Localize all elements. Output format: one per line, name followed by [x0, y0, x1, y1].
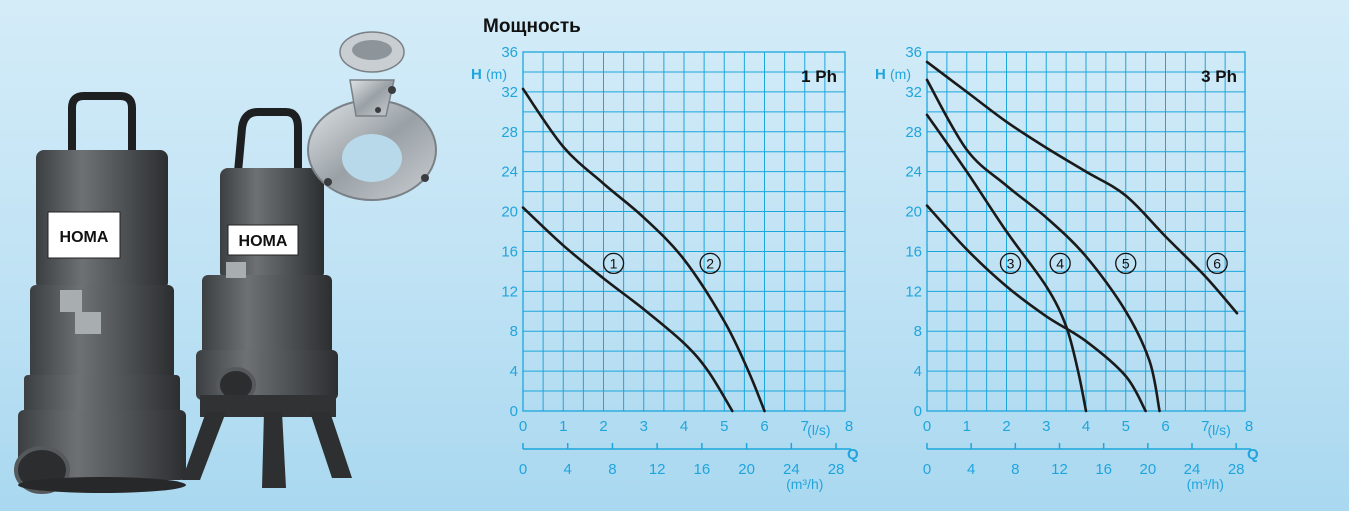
y-tick-label: 36	[905, 44, 922, 61]
y-tick-label: 20	[905, 204, 922, 221]
series-label: 3	[1007, 255, 1015, 271]
series-label-circle	[1049, 252, 1071, 275]
q-tick-label: 24	[783, 461, 800, 478]
series-label: 4	[1056, 255, 1064, 271]
y-axis-letter: H	[471, 66, 482, 83]
q-axis-unit: (m³/h)	[786, 476, 823, 492]
q-tick-label: 28	[828, 461, 845, 478]
series-label-circle	[1115, 252, 1137, 275]
q-tick-label: 4	[967, 461, 975, 478]
x-tick-label: 8	[845, 418, 853, 435]
y-tick-label: 0	[914, 403, 922, 420]
plot-frame	[522, 51, 846, 412]
x-tick-label: 4	[1082, 418, 1090, 435]
panel-label: 3 Ph	[1201, 67, 1237, 86]
x-tick-label: 7	[801, 418, 809, 435]
logo-plate-left	[47, 211, 121, 259]
q-tick-label: 12	[1051, 461, 1068, 478]
y-tick-label: 20	[501, 204, 518, 221]
series-label-circle	[1206, 252, 1228, 275]
series-line-3	[925, 204, 1147, 413]
x-tick-label: 6	[760, 418, 768, 435]
series-line-4	[925, 113, 1088, 413]
y-tick-label: 12	[501, 283, 518, 300]
x-tick-label: 8	[1245, 418, 1253, 435]
series-line-1	[521, 206, 734, 413]
q-tick-label: 4	[564, 461, 572, 478]
pump-with-stand-illustration: HOMA	[182, 108, 352, 488]
x-axis-unit: (l/s)	[1207, 422, 1230, 438]
q-tick-label: 20	[738, 461, 755, 478]
x-tick-label: 1	[963, 418, 971, 435]
q-tick-label: 24	[1184, 461, 1201, 478]
x-tick-label: 2	[599, 418, 607, 435]
series-label: 5	[1122, 255, 1130, 271]
series-line-2	[521, 87, 766, 413]
x-tick-label: 4	[680, 418, 688, 435]
q-tick-label: 12	[649, 461, 666, 478]
y-tick-label: 32	[501, 84, 518, 101]
x-tick-label: 3	[1042, 418, 1050, 435]
y-tick-label: 4	[510, 363, 518, 380]
x-tick-label: 1	[559, 418, 567, 435]
x-tick-label: 2	[1002, 418, 1010, 435]
logo-text-left: HOMA	[60, 229, 109, 246]
q-axis-unit: (m³/h)	[1187, 476, 1224, 492]
coupling-flange-illustration	[307, 31, 437, 201]
x-tick-label: 0	[519, 418, 527, 435]
series-line-5	[925, 78, 1161, 413]
y-tick-label: 12	[905, 283, 922, 300]
series-label-circle	[999, 252, 1022, 275]
x-tick-label: 7	[1201, 418, 1209, 435]
y-tick-label: 36	[501, 44, 518, 61]
series-label: 1	[610, 255, 618, 271]
q-tick-label: 8	[1011, 461, 1019, 478]
series-label-circle	[699, 252, 721, 275]
q-tick-label: 20	[1139, 461, 1156, 478]
y-tick-label: 8	[914, 323, 922, 340]
x-tick-label: 0	[923, 418, 931, 435]
submersible-pump-illustration: HOMA	[14, 92, 186, 494]
q-tick-label: 16	[694, 461, 711, 478]
q-tick-label: 0	[923, 461, 931, 478]
y-tick-label: 32	[905, 84, 922, 101]
series-label: 2	[706, 255, 714, 271]
q-axis-letter: Q	[1247, 446, 1259, 463]
x-tick-label: 6	[1161, 418, 1169, 435]
y-tick-label: 28	[501, 124, 518, 141]
y-tick-label: 16	[905, 243, 922, 260]
x-tick-label: 5	[720, 418, 728, 435]
panel-label: 1 Ph	[801, 67, 837, 86]
x-tick-label: 5	[1122, 418, 1130, 435]
y-tick-label: 0	[510, 403, 518, 420]
series-label: 6	[1213, 255, 1221, 271]
q-tick-label: 16	[1095, 461, 1112, 478]
q-tick-label: 8	[608, 461, 616, 478]
q-axis-letter: Q	[847, 446, 859, 463]
y-axis-letter: H	[875, 66, 886, 83]
x-axis-unit: (l/s)	[807, 422, 830, 438]
y-tick-label: 16	[501, 243, 518, 260]
series-line-6	[925, 60, 1239, 315]
y-axis-unit: (m)	[890, 66, 911, 82]
series-label-circle	[602, 252, 625, 275]
y-tick-label: 24	[501, 164, 518, 181]
x-tick-label: 3	[640, 418, 648, 435]
q-tick-label: 28	[1228, 461, 1245, 478]
y-tick-label: 24	[905, 164, 922, 181]
y-axis-unit: (m)	[486, 66, 507, 82]
y-tick-label: 4	[914, 363, 922, 380]
page-title: Мощность	[483, 16, 581, 37]
q-tick-label: 0	[519, 461, 527, 478]
y-tick-label: 28	[905, 124, 922, 141]
product-illustrations: HOMA HOMA	[14, 31, 437, 494]
y-tick-label: 8	[510, 323, 518, 340]
logo-text-right: HOMA	[239, 233, 288, 250]
